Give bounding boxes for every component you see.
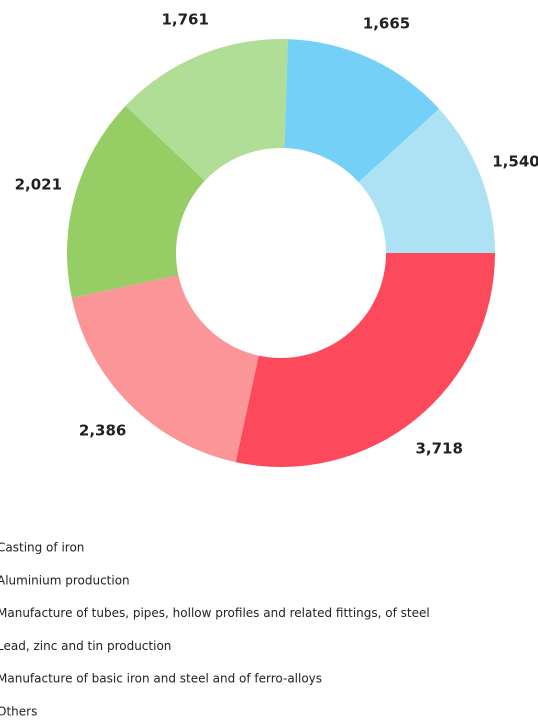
value-label: 3,718	[415, 440, 462, 458]
legend-label: Manufacture of basic iron and steel and …	[0, 672, 322, 686]
slice	[358, 108, 495, 253]
legend: Casting of iron Aluminium production Manuf…	[0, 541, 430, 719]
value-label: 1,665	[363, 15, 410, 33]
slice	[125, 39, 288, 181]
slice	[284, 39, 440, 183]
legend-label: Others	[0, 705, 37, 719]
value-labels: 3,718 2,386 2,021 1,761 1,665 1,540	[15, 10, 538, 457]
slice	[67, 105, 205, 299]
donut	[67, 39, 496, 468]
value-label: 2,386	[79, 422, 126, 440]
slice	[235, 253, 496, 468]
value-label: 2,021	[15, 176, 62, 194]
legend-label: Manufacture of tubes, pipes, hollow prof…	[0, 606, 430, 620]
legend-label: Casting of iron	[0, 541, 84, 555]
slice	[71, 275, 259, 463]
value-label: 1,761	[161, 10, 208, 28]
legend-label: Lead, zinc and tin production	[0, 639, 171, 653]
value-label: 1,540	[492, 152, 538, 170]
legend-label: Aluminium production	[0, 573, 130, 587]
